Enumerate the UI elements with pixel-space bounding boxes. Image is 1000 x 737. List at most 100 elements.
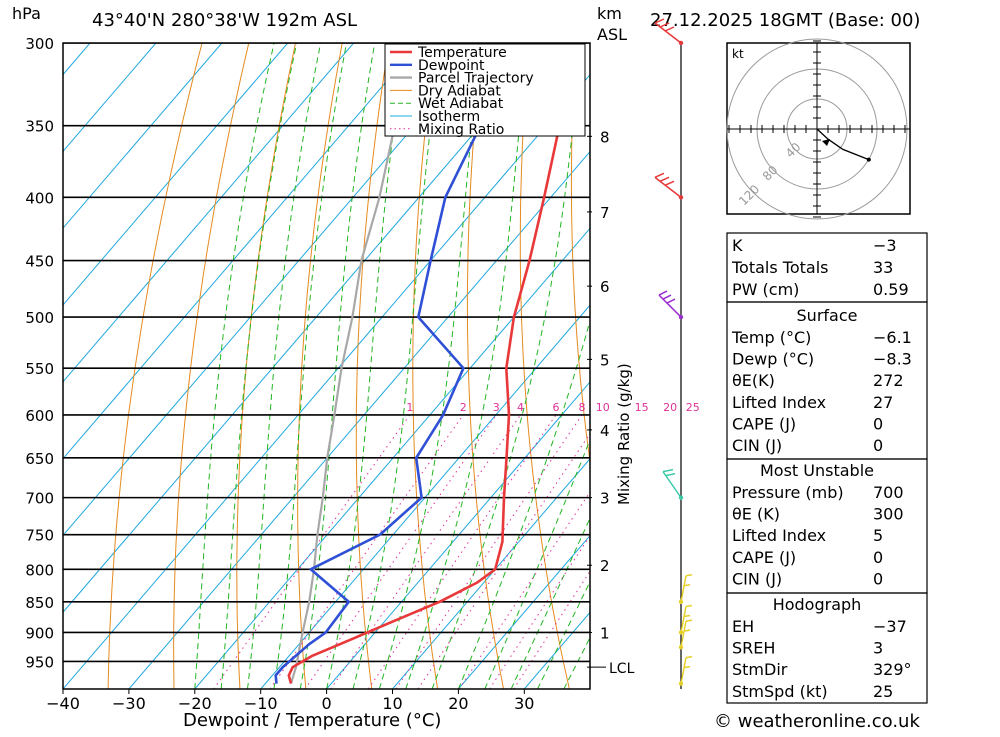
km-tick-label: 2	[600, 557, 610, 575]
hodograph-unit-label: kt	[732, 47, 744, 61]
surface-title: Surface	[797, 306, 858, 325]
wind-barb-shape	[680, 604, 693, 633]
km-tick-label: 5	[600, 351, 610, 369]
pressure-tick-label: 500	[25, 309, 54, 327]
wind-profile	[654, 18, 693, 689]
mixing-ratio-label: 6	[552, 401, 559, 414]
pressure-tick-label: 400	[25, 189, 54, 207]
wind-barb-shape	[662, 468, 682, 499]
wind-barb	[680, 619, 693, 648]
legend-entry: Dewpoint	[418, 58, 485, 74]
mixing-ratio-label: 10	[596, 401, 610, 414]
pressure-tick-label: 450	[25, 253, 54, 271]
isotherm-line	[63, 43, 420, 460]
most-unstable-title: Most Unstable	[760, 461, 874, 480]
temperature-tick-label: 10	[382, 694, 402, 713]
legend-entry: Isotherm	[418, 109, 480, 125]
profile-series	[274, 43, 579, 684]
table-row-value: 0	[873, 569, 883, 588]
table-row-label: Lifted Index	[732, 526, 826, 545]
table-row-value: 0	[873, 436, 883, 455]
km-tick-label: 8	[600, 128, 610, 146]
storm-motion-arrow	[822, 139, 830, 146]
pressure-tick-labels: 300 350 400 450 500 550 600 650 700 750 800 850 900 9…	[25, 35, 54, 671]
plot-area	[63, 43, 1000, 689]
temperature-tick-label: −20	[178, 694, 212, 713]
km-tick-label: 3	[600, 490, 610, 508]
isotherm-line	[63, 43, 157, 153]
legend-entry: Temperature	[417, 45, 507, 61]
table-row-value: −6.1	[873, 328, 912, 347]
table-row-label: Lifted Index	[732, 393, 826, 412]
km-tick-label: 7	[600, 204, 610, 222]
hodograph-trace	[816, 128, 870, 161]
legend-entry: Wet Adiabat	[418, 96, 504, 112]
pressure-tick-label: 650	[25, 450, 54, 468]
isotherm-line	[326, 381, 590, 689]
pressure-tick-label: 350	[25, 118, 54, 136]
pressure-tick-label: 850	[25, 594, 54, 612]
km-tick-label: 6	[600, 278, 610, 296]
pressure-tick-label: 600	[25, 407, 54, 425]
km-tick-label: 1	[600, 624, 610, 642]
wind-barb	[662, 468, 682, 499]
table-row-value: 27	[873, 393, 893, 412]
wet-adiabat-line	[510, 517, 590, 689]
wet-adiabat-line	[378, 43, 482, 689]
table-row-label: CAPE (J)	[732, 548, 796, 567]
pressure-tick-label: 750	[25, 527, 54, 545]
table-row-value: 5	[873, 526, 883, 545]
table-row-label: StmDir	[732, 660, 788, 679]
isotherm-line	[458, 534, 590, 689]
temperature-tick-label: −30	[112, 694, 146, 713]
table-row-label: CAPE (J)	[732, 414, 796, 433]
asl-unit-label: ASL	[597, 25, 627, 44]
table-row-value: 25	[873, 682, 893, 701]
mixing-ratio-label: 20	[663, 401, 677, 414]
wet-adiabat-line	[352, 43, 442, 689]
table-row-label: Pressure (mb)	[732, 483, 844, 502]
mixing-ratio-line	[489, 534, 590, 689]
isotherm-line	[63, 43, 486, 537]
isotherm-line	[63, 74, 590, 689]
dry-adiabat-line	[173, 43, 250, 689]
mixing-ratio-label: 1	[406, 401, 413, 414]
pressure-tick-label: 900	[25, 624, 54, 642]
wind-barb-shape	[680, 655, 693, 684]
isotherm-line	[63, 43, 355, 383]
table-row-label: Temp (°C)	[731, 328, 811, 347]
wind-barb	[680, 574, 693, 602]
mixing-ratio-line	[367, 414, 557, 689]
pressure-tick-label: 300	[25, 35, 54, 53]
legend-entry: Parcel Trajectory	[418, 71, 534, 87]
temperature-tick-label: 20	[448, 694, 468, 713]
temperature-tick-labels: −40 −30 −20 −10 0 10 20 30	[46, 689, 534, 713]
table-row-label: Dewp (°C)	[732, 350, 814, 369]
dry-adiabat-line	[903, 43, 1000, 689]
temperature-tick-label: −40	[46, 694, 80, 713]
wet-adiabat-line	[537, 580, 590, 689]
wind-barb	[658, 290, 682, 318]
table-row-value: 0	[873, 548, 883, 567]
table-row-value: 33	[873, 258, 893, 277]
dry-adiabat-line	[107, 43, 203, 689]
datetime-title: 27.12.2025 18GMT (Base: 00)	[650, 10, 920, 31]
mixing-ratio-labels: 1 2 3 4 6 8 10 15 20 25	[406, 401, 699, 414]
hodograph-table-title: Hodograph	[773, 595, 862, 614]
isotherm-line	[392, 458, 590, 689]
table-row-label: Totals Totals	[731, 258, 829, 277]
copyright-text: © weatheronline.co.uk	[714, 711, 920, 732]
mixing-ratio-line	[304, 414, 497, 689]
table-row-value: 329°	[873, 660, 912, 679]
table-row-value: −37	[873, 617, 907, 636]
hodograph-end-dot	[866, 157, 871, 162]
table-row-label: K	[732, 236, 743, 255]
isotherm-line	[194, 227, 590, 689]
table-row-label: EH	[732, 617, 754, 636]
mixing-ratio-label: 8	[579, 401, 586, 414]
table-row-label: θE(K)	[732, 371, 775, 390]
mixing-ratio-line	[330, 414, 521, 689]
